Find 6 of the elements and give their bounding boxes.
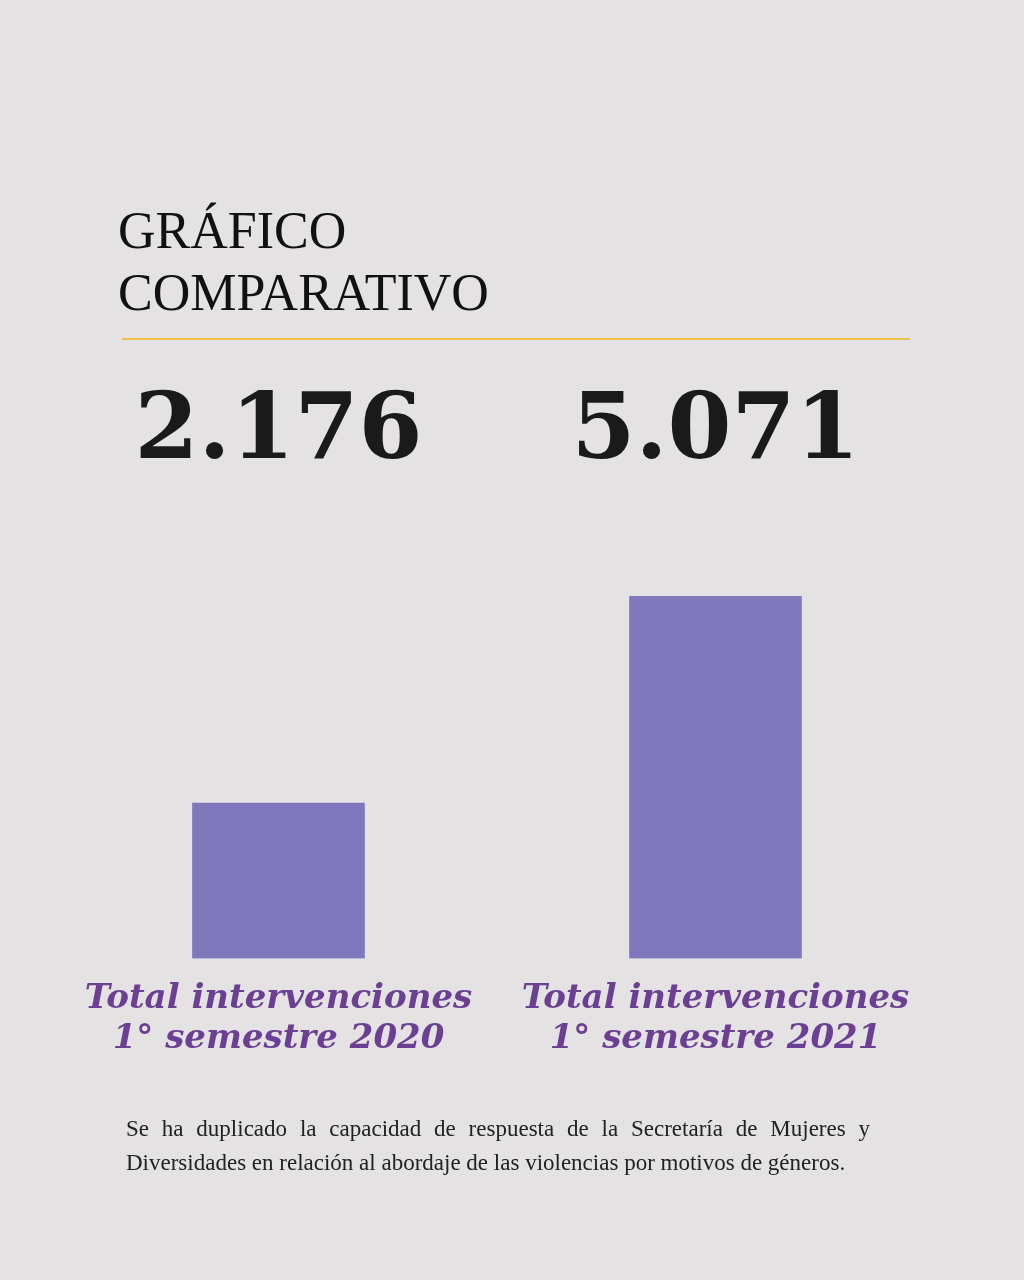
x-tick-label: Total intervenciones 1° semestre 2021 bbox=[521, 975, 910, 1057]
data-label: 2.176 bbox=[134, 371, 423, 480]
data-label: 5.071 bbox=[571, 371, 860, 480]
chart-title: GRÁFICO COMPARATIVO bbox=[118, 201, 490, 323]
text: Se ha duplicado la capacidad de respuesta de la Secretaría de Mujeres y Diversidades en relación al abordaje de las violencias por motivos de géneros. bbox=[126, 1115, 870, 1177]
x-tick-label: Total intervenciones 1° semestre 2020 bbox=[84, 975, 473, 1057]
